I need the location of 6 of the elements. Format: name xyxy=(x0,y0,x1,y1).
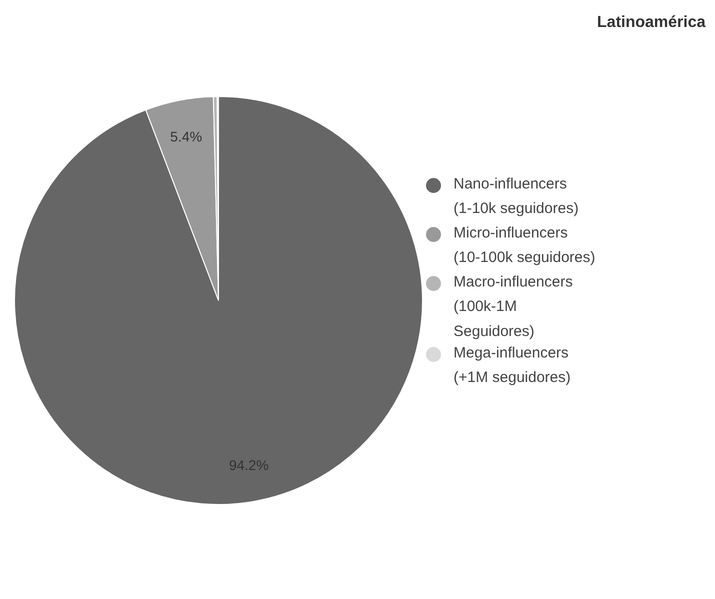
legend-label: Macro-influencers (100k-1M Seguidores) xyxy=(454,274,573,340)
legend-label: Nano-influencers (1-10k seguidores) xyxy=(454,176,579,218)
text: Latinoamérica xyxy=(597,14,706,31)
data-label: 5.4% xyxy=(170,128,202,144)
legend-label: Mega-influencers (+1M seguidores) xyxy=(454,344,571,386)
legend-label: Micro-influencers (10-100k seguidores) xyxy=(454,224,596,266)
